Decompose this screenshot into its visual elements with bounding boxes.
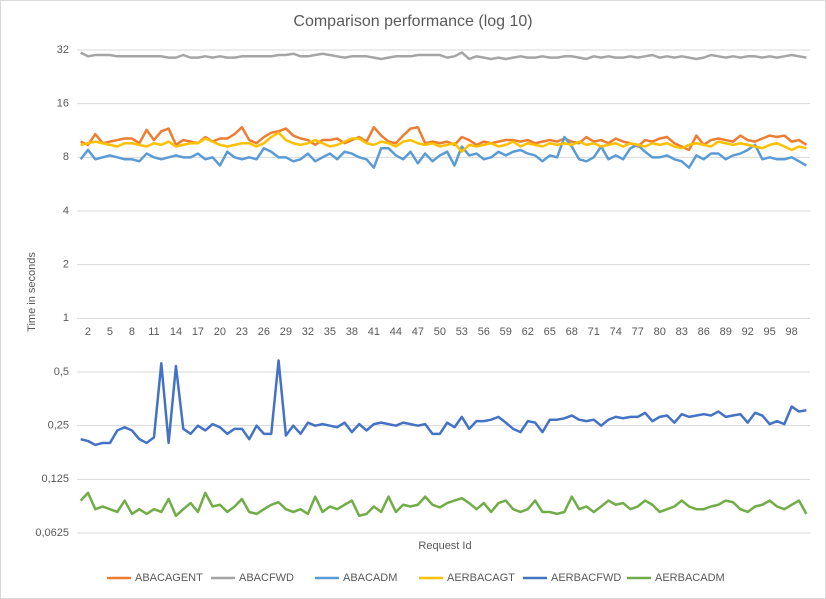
x-tick-label: 65 (544, 326, 556, 338)
legend-label: AERBACADM (655, 572, 725, 584)
y-tick-label: 2 (63, 259, 69, 271)
legend-label: ABACAGENT (135, 572, 203, 584)
y-tick-label: 1 (63, 312, 69, 324)
x-tick-label: 41 (368, 326, 380, 338)
x-tick-label: 62 (522, 326, 534, 338)
x-tick-label: 86 (698, 326, 710, 338)
chart-title: Comparison performance (log 10) (293, 13, 532, 30)
x-tick-label: 56 (478, 326, 490, 338)
series-line (80, 359, 807, 447)
x-tick-label: 26 (258, 326, 270, 338)
x-tick-label: 17 (192, 326, 204, 338)
y-tick-label: 0,0625 (35, 527, 69, 539)
x-tick-label: 77 (632, 326, 644, 338)
x-tick-label: 59 (500, 326, 512, 338)
x-tick-label: 38 (346, 326, 358, 338)
x-tick-label: 74 (610, 326, 622, 338)
x-tick-label: 47 (412, 326, 424, 338)
x-tick-label: 44 (390, 326, 402, 338)
legend-label: ABACFWD (239, 572, 294, 584)
y-tick-label: 32 (57, 44, 69, 56)
legend-label: AERBACFWD (551, 572, 621, 584)
y-tick-label: 4 (63, 205, 69, 217)
x-tick-label: 14 (170, 326, 182, 338)
y-tick-label: 16 (57, 98, 69, 110)
y-axis-title: Time in seconds (26, 252, 38, 332)
series-line (79, 135, 807, 169)
x-tick-label: 80 (654, 326, 666, 338)
y-tick-label: 0,125 (41, 473, 69, 485)
x-tick-label: 98 (786, 326, 798, 338)
x-tick-label: 23 (236, 326, 248, 338)
legend-label: ABACADM (343, 572, 397, 584)
series-line (80, 51, 807, 61)
x-tick-label: 53 (456, 326, 468, 338)
x-tick-label: 32 (302, 326, 314, 338)
x-tick-label: 89 (720, 326, 732, 338)
y-tick-label: 0,25 (48, 420, 69, 432)
series-line (80, 131, 807, 153)
legend-label: AERBACAGT (447, 572, 515, 584)
x-tick-label: 8 (129, 326, 135, 338)
x-tick-label: 92 (742, 326, 754, 338)
x-axis-title: Request Id (418, 540, 471, 552)
x-tick-label: 50 (434, 326, 446, 338)
x-tick-label: 2 (85, 326, 91, 338)
series-line (79, 491, 808, 518)
x-tick-label: 83 (676, 326, 688, 338)
y-tick-label: 8 (63, 151, 69, 163)
x-tick-label: 71 (588, 326, 600, 338)
x-tick-label: 29 (280, 326, 292, 338)
x-tick-label: 20 (214, 326, 226, 338)
y-tick-label: 0,5 (54, 366, 69, 378)
x-tick-label: 68 (566, 326, 578, 338)
x-tick-label: 5 (107, 326, 113, 338)
x-tick-label: 11 (148, 326, 159, 338)
x-tick-label: 95 (764, 326, 776, 338)
x-tick-label: 35 (324, 326, 336, 338)
